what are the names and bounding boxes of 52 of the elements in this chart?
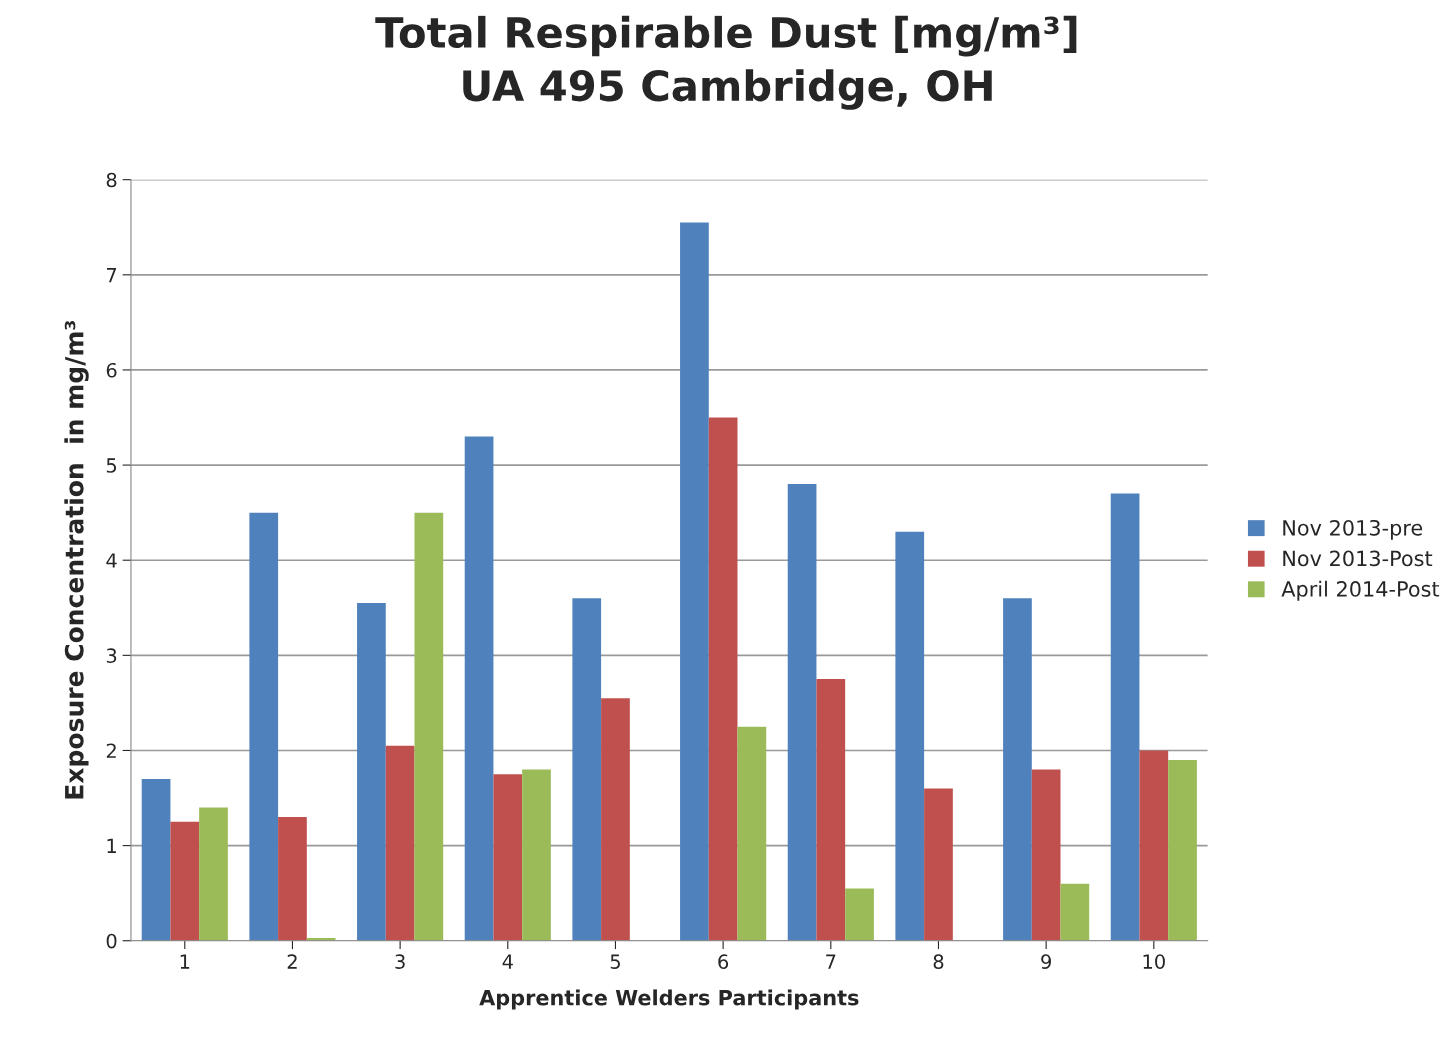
bar bbox=[1031, 769, 1061, 941]
bar bbox=[385, 745, 415, 941]
y-tick-label: 5 bbox=[106, 458, 117, 473]
bar bbox=[895, 531, 925, 941]
legend-label: Nov 2013-pre bbox=[1283, 519, 1423, 540]
x-tick-label: 7 bbox=[826, 954, 836, 969]
bar bbox=[816, 679, 846, 941]
bar bbox=[522, 769, 551, 941]
y-tick-label: 8 bbox=[106, 172, 117, 188]
bar bbox=[1139, 750, 1169, 941]
bar bbox=[278, 817, 307, 941]
bar bbox=[572, 598, 602, 941]
bar bbox=[170, 821, 200, 941]
bar bbox=[414, 512, 444, 941]
bar bbox=[249, 512, 279, 941]
bar bbox=[845, 888, 874, 941]
x-tick-label: 9 bbox=[1041, 954, 1051, 969]
legend-label: Nov 2013-Post bbox=[1283, 550, 1433, 567]
bar bbox=[924, 788, 953, 941]
bar bbox=[1003, 598, 1032, 941]
bar bbox=[464, 436, 494, 941]
legend-label: April 2014-Post bbox=[1281, 580, 1440, 601]
x-tick-label: 6 bbox=[718, 954, 729, 969]
bar bbox=[601, 698, 630, 941]
bar bbox=[141, 779, 171, 941]
bar bbox=[708, 417, 738, 941]
y-tick-label: 3 bbox=[106, 648, 117, 663]
x-tick-label: 2 bbox=[287, 954, 297, 969]
bar bbox=[787, 484, 817, 941]
x-tick-label: 4 bbox=[502, 954, 513, 969]
y-tick-label: 6 bbox=[106, 362, 117, 378]
bar bbox=[737, 726, 767, 941]
x-tick-label: 8 bbox=[933, 954, 944, 969]
x-axis-title: Apprentice Welders Participants bbox=[479, 989, 859, 1010]
bar bbox=[680, 222, 709, 941]
bar bbox=[199, 807, 228, 941]
bar bbox=[493, 774, 523, 941]
y-tick-label: 0 bbox=[106, 933, 117, 949]
x-tick-label: 3 bbox=[395, 954, 405, 969]
y-axis-title: Exposure Concentration in mg/m³ bbox=[64, 321, 89, 799]
bar bbox=[1168, 759, 1197, 941]
bar bbox=[1110, 493, 1140, 941]
bar bbox=[357, 603, 386, 941]
x-tick-label: 10 bbox=[1143, 954, 1165, 969]
x-tick-label: 1 bbox=[180, 954, 190, 969]
y-tick-label: 4 bbox=[106, 553, 117, 568]
y-tick-label: 2 bbox=[106, 743, 116, 758]
y-tick-label: 7 bbox=[106, 268, 117, 283]
chart-title: Total Respirable Dust [mg/m³] UA 495 Cambridge, OH bbox=[375, 15, 1077, 110]
y-tick-label: 1 bbox=[107, 838, 116, 853]
bar bbox=[1060, 883, 1090, 941]
x-tick-label: 5 bbox=[610, 954, 620, 969]
